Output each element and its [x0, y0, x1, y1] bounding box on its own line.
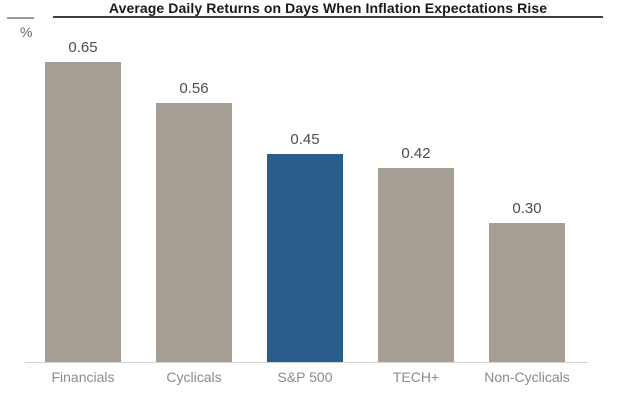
category-label-non-cyclicals: Non-Cyclicals	[484, 369, 570, 385]
chart-title: Average Daily Returns on Days When Infla…	[108, 0, 548, 16]
bar-financials	[45, 62, 121, 362]
bar-tech	[378, 168, 454, 362]
bar-cyclicals	[156, 103, 232, 362]
y-axis-unit-label: %	[20, 24, 33, 40]
axis-corner-tick	[7, 17, 34, 19]
bar-non-cyclicals	[489, 223, 565, 362]
value-label-tech: 0.42	[401, 145, 431, 162]
value-label-s-p-500: 0.45	[290, 131, 320, 148]
value-label-non-cyclicals: 0.30	[512, 200, 542, 217]
category-label-financials: Financials	[51, 369, 115, 385]
chart-title-block: Average Daily Returns on Days When Infla…	[53, 0, 603, 18]
value-label-financials: 0.65	[68, 39, 98, 56]
bar-s-p-500	[267, 154, 343, 362]
category-label-s-p-500: S&P 500	[277, 369, 333, 385]
category-label-tech: TECH+	[392, 369, 440, 385]
category-label-cyclicals: Cyclicals	[166, 369, 222, 385]
x-axis-baseline	[25, 362, 588, 363]
value-label-cyclicals: 0.56	[179, 80, 209, 97]
